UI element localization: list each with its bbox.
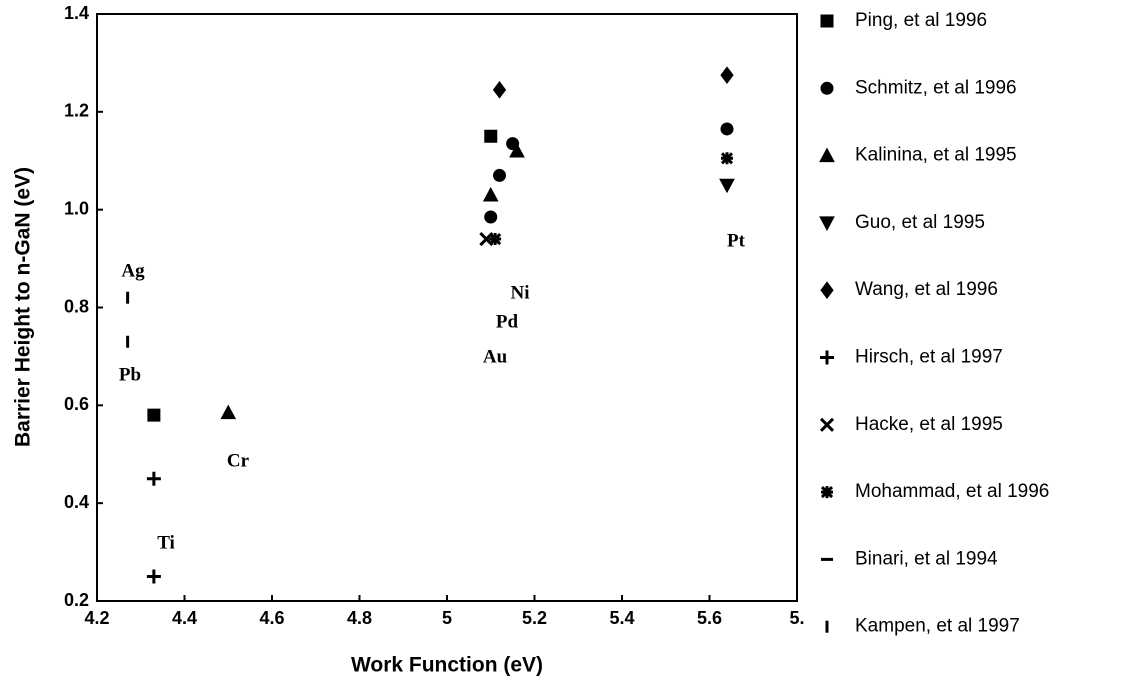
legend-label: Binari, et al 1994 — [855, 548, 998, 569]
data-point — [220, 404, 237, 420]
x-tick-label: 4.2 — [84, 608, 109, 628]
legend-label: Hirsch, et al 1997 — [855, 347, 1003, 368]
y-tick-label: 1.2 — [64, 101, 89, 121]
legend-marker — [820, 350, 834, 365]
data-point — [489, 232, 502, 246]
x-tick-label: 4.4 — [172, 608, 197, 628]
data-point — [492, 80, 507, 99]
data-point — [720, 122, 734, 136]
y-axis-label: Barrier Height to n-GaN (eV) — [12, 167, 35, 447]
x-tick-label: 5.2 — [522, 608, 547, 628]
data-point — [493, 168, 507, 182]
legend-label: Guo, et al 1995 — [855, 212, 985, 233]
legend-marker — [819, 147, 835, 163]
legend-marker — [819, 417, 835, 432]
data-point — [146, 569, 161, 584]
x-tick-label: 4.8 — [347, 608, 372, 628]
y-tick-label: 0.8 — [64, 296, 89, 316]
plot-frame — [96, 13, 798, 602]
legend-marker — [820, 14, 834, 28]
data-point — [484, 210, 498, 224]
x-axis-label: Work Function (eV) — [351, 654, 543, 677]
y-tick-label: 1.0 — [64, 198, 89, 218]
annotation: Ni — [511, 282, 530, 303]
legend-label: Mohammad, et al 1996 — [855, 481, 1049, 502]
legend-label: Kalinina, et al 1995 — [855, 145, 1017, 166]
legend-marker — [820, 486, 834, 499]
x-tick-label: 5.6 — [697, 608, 722, 628]
y-tick-label: 0.4 — [64, 492, 89, 512]
annotation: Ag — [121, 260, 145, 281]
annotation: Pd — [496, 311, 519, 332]
data-point — [720, 66, 734, 84]
legend-marker — [819, 216, 835, 231]
y-tick-label: 1.4 — [64, 3, 89, 23]
data-point — [484, 129, 498, 143]
legend-marker — [820, 81, 834, 95]
data-point — [146, 471, 161, 486]
legend-marker — [820, 281, 834, 300]
annotation: Au — [483, 346, 508, 367]
legend-label: Ping, et al 1996 — [855, 10, 987, 31]
x-tick-label: 5 — [442, 608, 452, 628]
legend-label: Hacke, et al 1995 — [855, 414, 1003, 435]
data-point — [720, 152, 734, 165]
data-point — [509, 142, 525, 158]
data-point — [147, 408, 161, 422]
x-tick-label: 4.6 — [259, 608, 284, 628]
x-tick-label: 5.4 — [609, 608, 634, 628]
annotation: Cr — [227, 450, 250, 471]
y-tick-label: 0.2 — [64, 590, 89, 610]
legend-label: Kampen, et al 1997 — [855, 616, 1020, 637]
y-tick-label: 0.6 — [64, 394, 89, 414]
x-tick-label: 5. — [789, 608, 804, 628]
legend-label: Schmitz, et al 1996 — [855, 77, 1017, 98]
annotation: Ti — [157, 532, 175, 553]
data-point — [719, 178, 735, 194]
data-point — [482, 186, 499, 202]
annotation: Pb — [119, 364, 141, 385]
legend-label: Wang, et al 1996 — [855, 279, 998, 300]
annotation: Pt — [727, 230, 746, 251]
